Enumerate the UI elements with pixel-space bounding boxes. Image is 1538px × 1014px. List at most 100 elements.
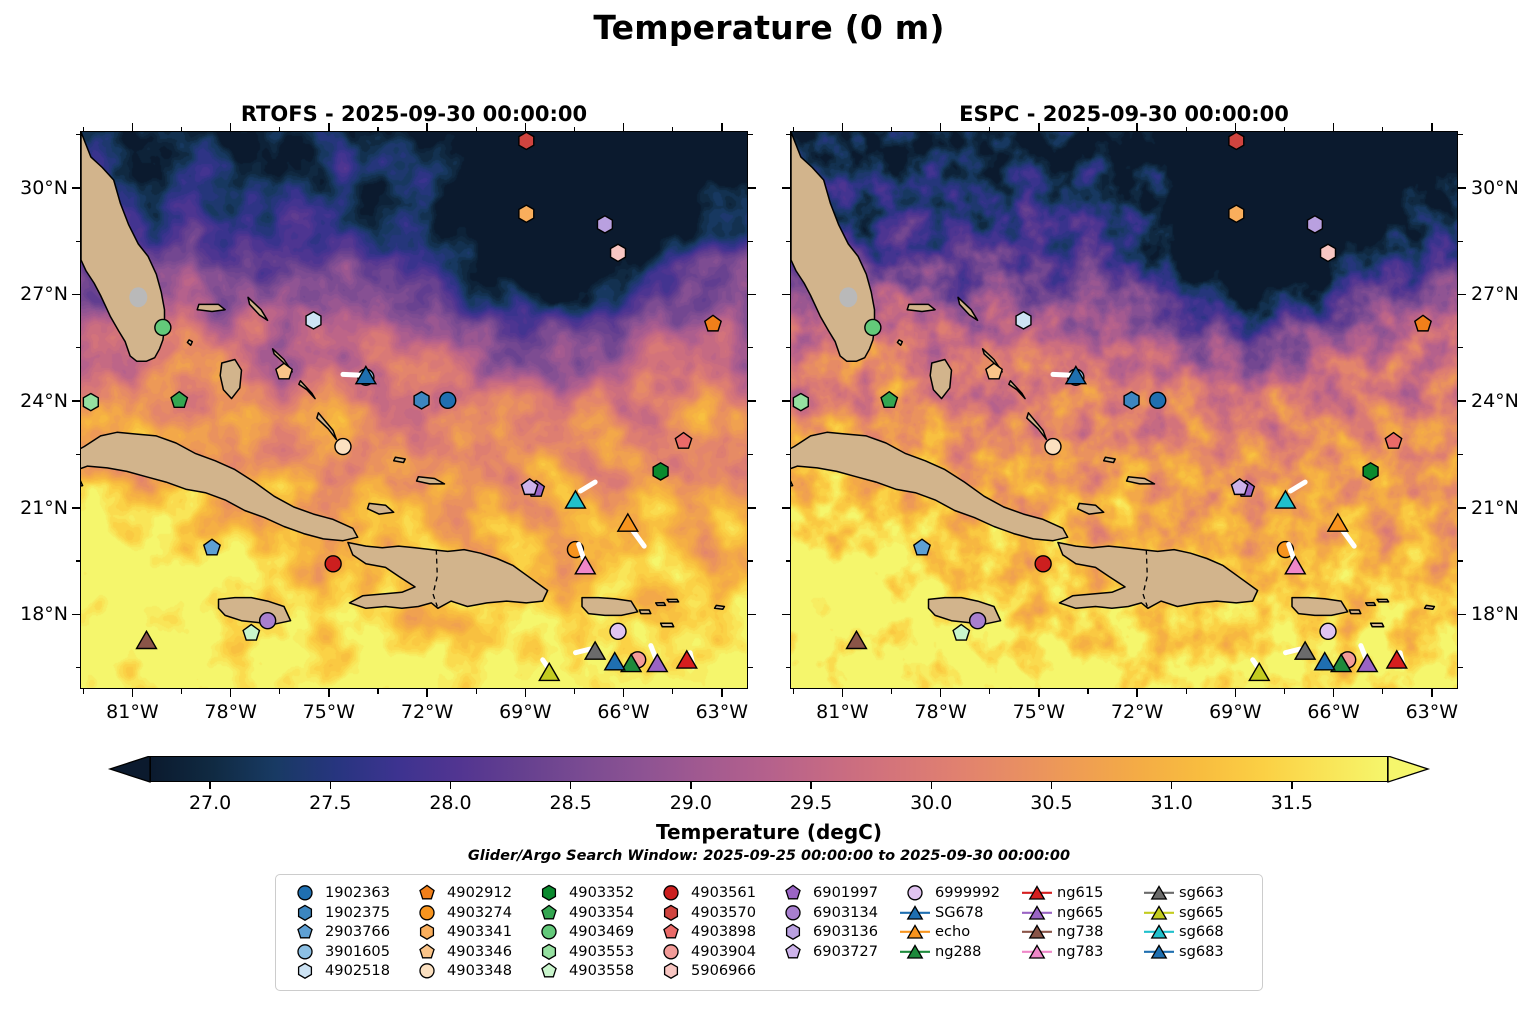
legend-item[interactable]: 4903346 xyxy=(410,942,518,962)
platform-marker-sg668[interactable] xyxy=(1274,489,1297,509)
platform-marker-ng783[interactable] xyxy=(1284,555,1307,575)
legend-item[interactable]: ng615 xyxy=(1020,883,1128,903)
platform-marker-4903558[interactable] xyxy=(242,623,261,641)
platform-marker-6999992[interactable] xyxy=(609,622,627,641)
platform-marker-4903898[interactable] xyxy=(1384,431,1403,449)
platform-marker-4903352[interactable] xyxy=(652,462,669,481)
legend-item[interactable]: 4903570 xyxy=(654,903,762,923)
platform-marker-6903727[interactable] xyxy=(520,477,539,496)
platform-marker-6903134[interactable] xyxy=(968,611,987,630)
legend-item[interactable]: ng738 xyxy=(1020,922,1128,942)
platform-marker-4902518[interactable] xyxy=(1015,310,1032,330)
legend-item[interactable]: echo xyxy=(898,922,1006,942)
legend-item[interactable]: 2903766 xyxy=(288,922,396,942)
platform-marker-6903727[interactable] xyxy=(1230,477,1249,496)
legend-item[interactable]: 6903727 xyxy=(776,942,884,962)
legend-item[interactable]: sg668 xyxy=(1142,922,1250,942)
legend-item[interactable]: 4903904 xyxy=(654,942,762,962)
platform-marker-4903354[interactable] xyxy=(880,390,899,408)
platform-marker-4903346[interactable] xyxy=(985,362,1004,380)
platform-markers-espc[interactable] xyxy=(791,132,1458,689)
legend-item[interactable]: 4903558 xyxy=(532,961,640,981)
legend-item[interactable]: sg665 xyxy=(1142,903,1250,923)
legend-item[interactable]: 4902912 xyxy=(410,883,518,903)
platform-marker-4902518[interactable] xyxy=(305,310,322,330)
legend-item[interactable]: 6903136 xyxy=(776,922,884,942)
platform-marker-4902912[interactable] xyxy=(703,314,722,332)
legend-item[interactable]: sg683 xyxy=(1142,942,1250,962)
platform-marker-ng615[interactable] xyxy=(675,649,698,669)
platform-marker-4903341[interactable] xyxy=(1228,204,1245,224)
legend-item[interactable]: 3901605 xyxy=(288,942,396,962)
platform-marker-4903469[interactable] xyxy=(154,318,172,337)
platform-marker-ng615[interactable] xyxy=(1385,649,1408,669)
platform-marker-ng738[interactable] xyxy=(135,629,158,650)
legend-item[interactable]: 4903898 xyxy=(654,922,762,942)
platform-marker-5906966[interactable] xyxy=(609,243,627,263)
platform-marker-6903136[interactable] xyxy=(596,215,614,234)
platform-marker-sg683[interactable] xyxy=(1313,651,1336,671)
platform-marker-4903570[interactable] xyxy=(1228,132,1245,151)
platform-marker-4903346[interactable] xyxy=(275,362,294,380)
legend-item[interactable]: 1902375 xyxy=(288,903,396,923)
legend-item[interactable]: ng783 xyxy=(1020,942,1128,962)
legend-item[interactable]: 4903354 xyxy=(532,903,640,923)
platform-marker-sg665[interactable] xyxy=(1248,661,1271,682)
legend-item[interactable]: ng665 xyxy=(1020,903,1128,923)
platform-marker-4903354[interactable] xyxy=(170,390,189,408)
platform-marker-4902912[interactable] xyxy=(1413,314,1432,332)
platform-marker-5906966[interactable] xyxy=(1319,243,1337,263)
map-panel-rtofs[interactable] xyxy=(80,131,748,689)
platform-marker-4903341[interactable] xyxy=(518,204,535,224)
platform-marker-6903136[interactable] xyxy=(1306,215,1324,234)
platform-marker-1902375[interactable] xyxy=(1123,390,1140,410)
legend-item[interactable]: 5906966 xyxy=(654,961,762,981)
platform-marker-2903766[interactable] xyxy=(202,538,221,556)
platform-legend[interactable]: 1902363 1902375 2903766 3901605 4902518 49029… xyxy=(275,874,1263,991)
platform-marker-2903766[interactable] xyxy=(912,538,931,556)
platform-marker-1902363[interactable] xyxy=(439,391,457,410)
platform-marker-4903570[interactable] xyxy=(518,132,535,151)
platform-marker-sg663[interactable] xyxy=(583,640,607,660)
legend-item[interactable]: 4903274 xyxy=(410,903,518,923)
platform-marker-ng288[interactable] xyxy=(1329,652,1353,673)
platform-marker-4903348[interactable] xyxy=(1044,437,1062,456)
legend-item[interactable]: 4903469 xyxy=(532,922,640,942)
platform-marker-4903898[interactable] xyxy=(674,431,693,449)
legend-item[interactable]: 4903352 xyxy=(532,883,640,903)
platform-marker-echo[interactable] xyxy=(616,512,640,532)
platform-marker-4903352[interactable] xyxy=(1362,462,1379,481)
legend-item[interactable]: 4902518 xyxy=(288,961,396,981)
platform-marker-4903558[interactable] xyxy=(952,623,971,641)
platform-marker-ng738[interactable] xyxy=(845,629,868,650)
map-panel-espc[interactable] xyxy=(790,131,1458,689)
platform-marker-SG678[interactable] xyxy=(1064,365,1088,385)
legend-item[interactable]: 4903553 xyxy=(532,942,640,962)
legend-item[interactable]: 4903341 xyxy=(410,922,518,942)
platform-marker-ng288[interactable] xyxy=(619,652,643,673)
platform-marker-1902375[interactable] xyxy=(413,390,430,410)
platform-marker-SG678[interactable] xyxy=(354,365,378,385)
platform-marker-4903561[interactable] xyxy=(1034,555,1052,573)
platform-marker-sg665[interactable] xyxy=(538,661,561,682)
platform-marker-4903469[interactable] xyxy=(864,318,882,337)
platform-marker-4903553[interactable] xyxy=(792,392,809,412)
platform-marker-sg663[interactable] xyxy=(1293,640,1317,660)
legend-item[interactable]: 4903348 xyxy=(410,961,518,981)
legend-item[interactable]: 4903561 xyxy=(654,883,762,903)
platform-marker-sg668[interactable] xyxy=(564,489,587,509)
legend-item[interactable]: 6903134 xyxy=(776,903,884,923)
legend-item[interactable]: 6999992 xyxy=(898,883,1006,903)
legend-item[interactable]: 6901997 xyxy=(776,883,884,903)
legend-item[interactable]: sg663 xyxy=(1142,883,1250,903)
legend-item[interactable]: ng288 xyxy=(898,942,1006,962)
platform-markers-rtofs[interactable] xyxy=(81,132,748,689)
platform-marker-4903348[interactable] xyxy=(334,437,352,456)
platform-marker-ng783[interactable] xyxy=(574,555,597,575)
platform-marker-echo[interactable] xyxy=(1326,512,1350,532)
platform-marker-6999992[interactable] xyxy=(1319,622,1337,641)
platform-marker-ng665[interactable] xyxy=(646,652,669,673)
platform-marker-6903134[interactable] xyxy=(258,611,277,630)
platform-marker-ng665[interactable] xyxy=(1356,652,1379,673)
legend-item[interactable]: 1902363 xyxy=(288,883,396,903)
